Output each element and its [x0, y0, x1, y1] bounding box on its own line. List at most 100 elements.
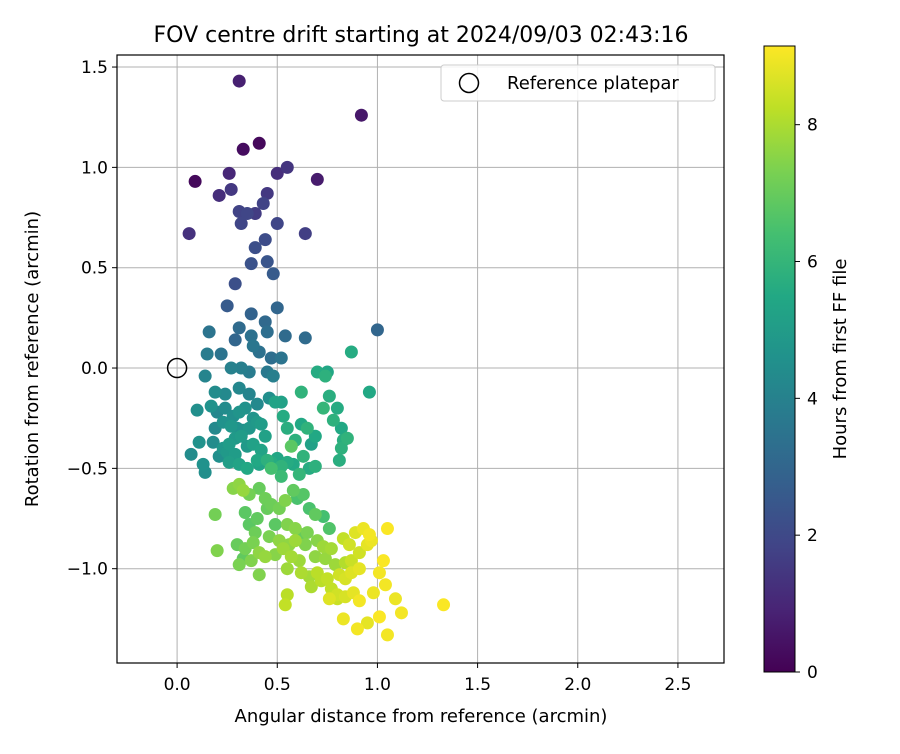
reference-marker-layer: [166, 357, 188, 379]
scatter-point: [262, 530, 276, 544]
scatter-point: [258, 550, 272, 564]
scatter-point: [336, 612, 350, 626]
scatter-point: [276, 542, 290, 556]
scatter-point: [378, 578, 392, 592]
colorbar-ticks: 0 2 4 6 8: [795, 116, 818, 683]
x-axis-label: Angular distance from reference (arcmin): [235, 706, 608, 727]
scatter-point: [362, 385, 376, 399]
scatter-point: [196, 457, 210, 471]
scatter-point: [322, 389, 336, 403]
scatter-point: [250, 397, 264, 411]
scatter-point: [278, 329, 292, 343]
scatter-point: [212, 188, 226, 202]
scatter-point: [316, 401, 330, 415]
scatter-point: [332, 453, 346, 467]
scatter-point: [242, 387, 256, 401]
scatter-point: [308, 459, 322, 473]
scatter-point: [232, 321, 246, 335]
scatter-point: [244, 554, 258, 568]
scatter-point: [228, 277, 242, 291]
colorbar-tick-label: 0: [807, 663, 818, 683]
scatter-point: [298, 331, 312, 345]
scatter-point: [238, 506, 252, 520]
scatter-point: [204, 399, 218, 413]
legend-marker: [458, 72, 480, 94]
scatter-point: [308, 550, 322, 564]
scatter-point: [184, 447, 198, 461]
legend-label: Reference platepar: [507, 73, 679, 94]
scatter-point: [222, 455, 236, 469]
scatter-point: [234, 217, 248, 231]
scatter-point: [276, 409, 290, 423]
y-tick-label: −0.5: [67, 459, 108, 479]
scatter-point: [220, 299, 234, 313]
scatter-point: [334, 441, 348, 455]
scatter-point: [286, 483, 300, 497]
scatter-point: [250, 512, 264, 526]
scatter-point: [182, 227, 196, 241]
scatter-point: [274, 459, 288, 473]
scatter-point: [270, 217, 284, 231]
colorbar-tick-label: 4: [807, 389, 818, 409]
scatter-point: [324, 542, 338, 556]
scatter-point: [252, 136, 266, 150]
scatter-point: [354, 108, 368, 122]
scatter-point: [260, 255, 274, 269]
scatter-point: [298, 538, 312, 552]
legend: Reference platepar: [440, 64, 716, 102]
scatter-point: [280, 562, 294, 576]
y-tick-label: −1.0: [67, 560, 108, 580]
scatter-point: [344, 345, 358, 359]
scatter-point: [274, 469, 288, 483]
scatter-point: [236, 483, 250, 497]
y-tick-label: 0.0: [81, 359, 108, 379]
x-tick-label: 0.5: [264, 675, 291, 695]
scatter-point: [296, 487, 310, 501]
scatter-point: [244, 329, 258, 343]
scatter-point: [228, 333, 242, 347]
scatter-point: [278, 598, 292, 612]
scatter-point: [380, 628, 394, 642]
scatter-point: [200, 347, 214, 361]
scatter-point: [224, 419, 238, 433]
colorbar-label: Hours from first FF file: [830, 259, 851, 460]
y-axis-ticks: −1.0 −0.5 0.0 0.5 1.0 1.5: [67, 58, 117, 580]
y-tick-label: 1.5: [81, 58, 108, 78]
scatter-point: [260, 325, 274, 339]
reference-marker: [166, 357, 188, 379]
scatter-point: [248, 241, 262, 255]
scatter-point: [340, 431, 354, 445]
scatter-point: [224, 361, 238, 375]
scatter-point: [218, 387, 232, 401]
scatter-point: [334, 421, 348, 435]
scatter-point: [280, 588, 294, 602]
scatter-point: [254, 417, 268, 431]
scatter-point: [437, 598, 451, 612]
scatter-point: [344, 554, 358, 568]
x-tick-label: 1.5: [464, 675, 491, 695]
colorbar-tick-label: 6: [807, 253, 818, 273]
scatter-point: [300, 421, 314, 435]
scatter-point: [266, 267, 280, 281]
scatter-point: [296, 449, 310, 463]
scatter-point: [370, 323, 384, 337]
x-tick-label: 2.5: [664, 675, 691, 695]
scatter-point: [244, 307, 258, 321]
scatter-point: [362, 528, 376, 542]
scatter-point: [322, 522, 336, 536]
chart-title: FOV centre drift starting at 2024/09/03 …: [154, 23, 689, 48]
colorbar-tick-label: 2: [807, 526, 818, 546]
scatter-point: [388, 592, 402, 606]
scatter-point: [294, 566, 308, 580]
scatter-point: [268, 395, 282, 409]
scatter-point: [258, 233, 272, 247]
scatter-point: [372, 566, 386, 580]
scatter-point: [292, 467, 306, 481]
scatter-point: [256, 196, 270, 210]
scatter-point: [266, 369, 280, 383]
scatter-point: [252, 481, 266, 495]
plot-frame: [116, 54, 725, 664]
scatter-point: [380, 522, 394, 536]
